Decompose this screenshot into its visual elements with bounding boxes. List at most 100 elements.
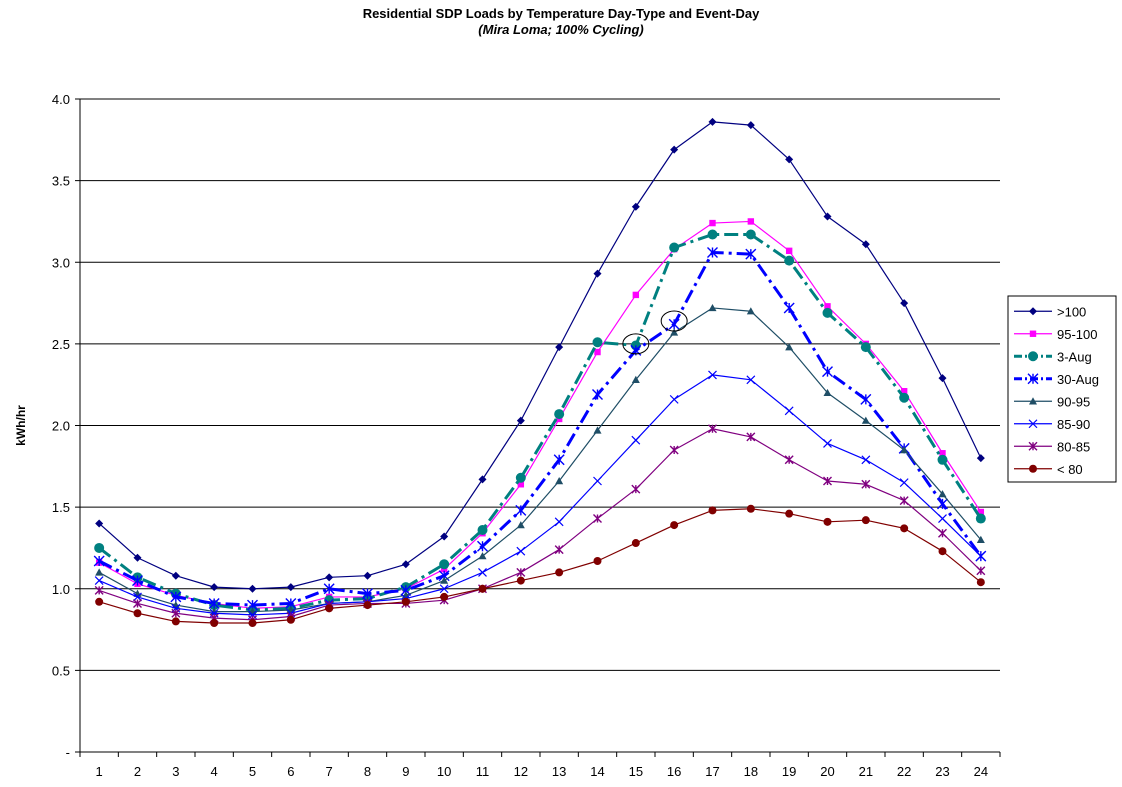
data-point xyxy=(784,406,794,416)
data-point xyxy=(708,303,717,312)
data-point xyxy=(516,521,525,529)
data-point xyxy=(784,255,795,266)
annotations xyxy=(622,310,688,355)
data-point xyxy=(478,552,487,560)
annotation-ellipse xyxy=(660,310,688,332)
data-point xyxy=(900,388,908,395)
data-point xyxy=(746,432,756,442)
data-point xyxy=(593,476,602,486)
data-point xyxy=(900,524,909,533)
data-point xyxy=(822,366,833,378)
data-point xyxy=(745,229,756,240)
data-point xyxy=(554,517,564,527)
series-95-100 xyxy=(95,218,985,612)
data-point xyxy=(708,506,717,515)
data-point xyxy=(592,337,603,348)
data-point xyxy=(286,583,295,592)
data-point xyxy=(1028,419,1038,429)
data-point xyxy=(899,496,909,506)
data-point xyxy=(133,553,142,562)
data-point xyxy=(976,454,985,463)
data-point xyxy=(593,556,602,565)
data-point xyxy=(708,370,717,380)
data-point xyxy=(975,513,986,524)
y-tick-label: 0.5 xyxy=(52,663,70,678)
data-point xyxy=(668,318,680,330)
series-line xyxy=(98,232,983,612)
data-point xyxy=(746,375,756,385)
data-point xyxy=(823,212,832,221)
data-point xyxy=(478,568,487,577)
data-point xyxy=(171,617,180,626)
y-tick-label: 2.0 xyxy=(52,419,70,434)
data-point xyxy=(899,478,909,488)
x-tick-label: 13 xyxy=(552,764,566,779)
data-point xyxy=(938,514,947,523)
series-85-90 xyxy=(94,370,986,620)
data-point xyxy=(593,269,602,278)
x-tick-label: 14 xyxy=(590,764,604,779)
data-point xyxy=(439,584,449,594)
data-point xyxy=(824,303,831,310)
data-point xyxy=(783,302,795,314)
x-tick-label: 6 xyxy=(287,764,294,779)
x-tick-label: 20 xyxy=(820,764,834,779)
data-point xyxy=(95,597,104,606)
chart-title: Residential SDP Loads by Temperature Day… xyxy=(362,6,760,21)
data-point xyxy=(977,508,985,516)
data-point xyxy=(592,388,603,400)
series-100 xyxy=(95,117,985,593)
data-point xyxy=(553,454,565,466)
data-point xyxy=(554,409,565,420)
data-point xyxy=(861,240,870,249)
x-tick-label: 23 xyxy=(935,764,949,779)
y-tick-label: 1.5 xyxy=(52,500,70,515)
chart-subtitle: (Mira Loma; 100% Cycling) xyxy=(478,22,644,37)
data-point xyxy=(93,555,105,567)
data-point xyxy=(401,560,410,569)
data-point xyxy=(94,585,104,595)
x-tick-label: 10 xyxy=(437,764,451,779)
data-point xyxy=(248,584,257,593)
data-point xyxy=(785,247,793,255)
data-point xyxy=(210,619,219,628)
data-point xyxy=(632,291,640,299)
series-line xyxy=(98,428,982,621)
data-point xyxy=(709,219,716,227)
data-point xyxy=(554,545,564,555)
data-point xyxy=(938,374,947,383)
data-point xyxy=(1029,397,1037,405)
data-point xyxy=(899,392,910,403)
series-line xyxy=(98,250,983,607)
data-point xyxy=(746,307,755,315)
data-point xyxy=(440,592,449,601)
series-group xyxy=(93,117,987,628)
data-point xyxy=(555,477,564,485)
y-tick-label: 1.0 xyxy=(52,582,70,597)
data-point xyxy=(631,484,641,494)
data-point xyxy=(593,514,602,524)
data-point xyxy=(937,498,948,510)
data-point xyxy=(822,307,833,318)
data-point xyxy=(900,299,909,308)
data-point xyxy=(976,578,985,587)
x-tick-label: 19 xyxy=(782,764,796,779)
data-point xyxy=(325,573,334,582)
data-point xyxy=(516,567,526,577)
legend-label: 3-Aug xyxy=(1057,349,1092,364)
legend-label: 95-100 xyxy=(1057,327,1097,342)
data-point xyxy=(669,242,680,253)
data-point xyxy=(900,445,909,454)
data-point xyxy=(593,426,602,434)
data-point xyxy=(95,568,104,576)
data-point xyxy=(478,584,487,593)
data-point xyxy=(210,583,219,592)
data-point xyxy=(440,576,449,584)
data-point xyxy=(746,504,755,513)
series-30-Aug xyxy=(93,246,987,611)
data-point xyxy=(208,597,220,609)
data-point xyxy=(823,439,832,448)
data-point xyxy=(785,509,794,518)
data-point xyxy=(516,416,525,425)
data-point xyxy=(515,504,527,516)
